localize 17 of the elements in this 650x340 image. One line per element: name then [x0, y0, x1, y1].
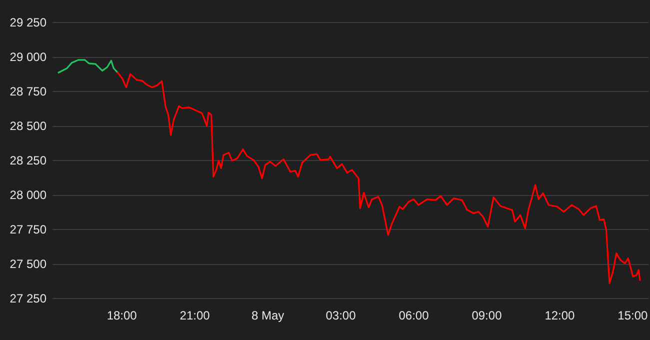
x-tick-label: 12:00: [544, 308, 576, 322]
y-tick-label: 28 250: [10, 154, 47, 168]
x-tick-label: 18:00: [106, 308, 138, 322]
x-tick-label: 8 May: [251, 308, 284, 322]
x-tick-label: 21:00: [180, 308, 210, 322]
y-tick-label: 27 500: [10, 257, 47, 271]
x-tick-label: 15:00: [618, 308, 648, 322]
y-tick-label: 28 750: [10, 84, 47, 98]
y-tick-label: 27 750: [10, 222, 47, 236]
y-tick-label: 29 000: [10, 50, 47, 64]
x-tick-label: 06:00: [398, 308, 430, 322]
y-tick-label: 28 000: [10, 188, 47, 202]
x-tick-label: 03:00: [326, 308, 356, 322]
y-tick-label: 27 250: [10, 292, 47, 306]
y-tick-label: 29 250: [10, 16, 47, 30]
y-tick-label: 28 500: [10, 119, 47, 133]
x-tick-label: 09:00: [472, 308, 502, 322]
